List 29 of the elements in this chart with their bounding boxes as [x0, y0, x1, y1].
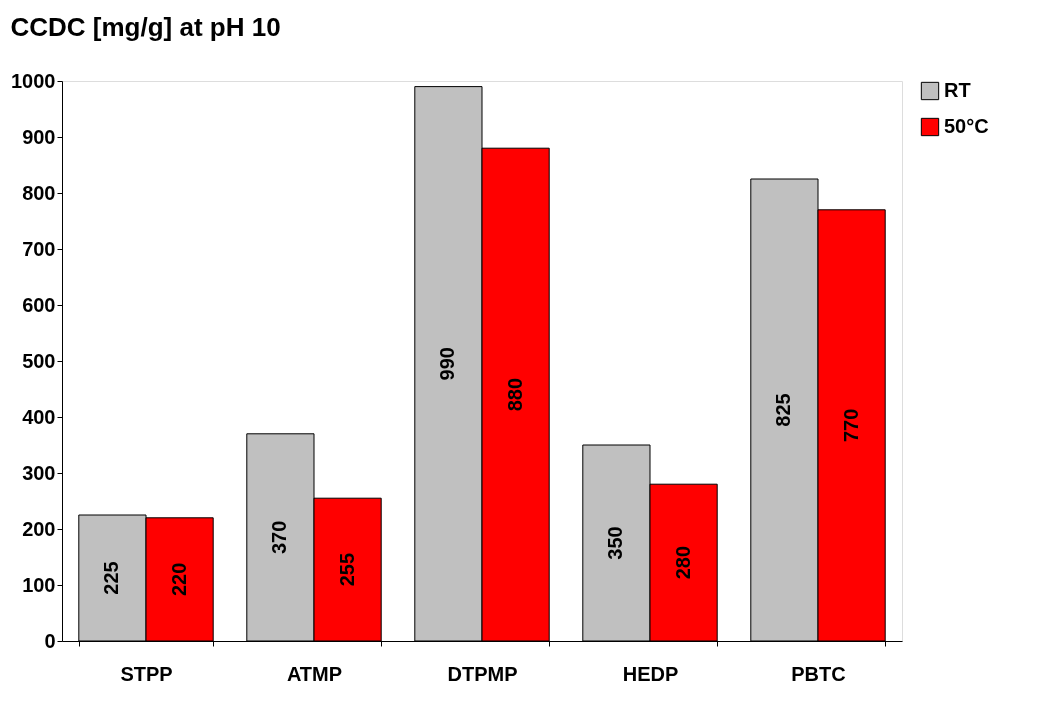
y-tick-label: 900 [22, 125, 56, 148]
y-tick-label: 1000 [11, 69, 56, 92]
chart-title: CCDC [mg/g] at pH 10 [10, 12, 281, 42]
data-label: 880 [503, 377, 526, 412]
data-label: 225 [100, 561, 123, 595]
y-tick-label: 100 [22, 573, 56, 596]
data-label: 370 [268, 520, 291, 555]
data-label: 770 [839, 408, 862, 443]
y-tick-label: 800 [22, 181, 56, 204]
x-tick-label: STPP [120, 662, 173, 685]
x-tick-label: ATMP [286, 662, 343, 685]
data-label: 350 [604, 526, 627, 560]
y-tick-label: 600 [22, 293, 56, 316]
y-tick-label: 500 [22, 349, 56, 372]
data-label: 825 [772, 393, 795, 427]
legend-label: RT [944, 79, 971, 101]
data-label: 990 [436, 347, 459, 381]
x-tick-label: HEDP [622, 662, 679, 685]
x-tick-label: PBTC [791, 662, 846, 685]
data-label: 280 [671, 545, 694, 580]
legend-label: 50°C [944, 115, 989, 137]
y-tick-label: 400 [22, 405, 56, 428]
data-label: 255 [335, 552, 358, 587]
y-tick-label: 0 [44, 629, 56, 652]
y-tick-label: 700 [22, 237, 56, 260]
x-tick-label: DTPMP [447, 662, 518, 685]
y-tick-label: 200 [22, 517, 56, 540]
data-label: 220 [167, 562, 190, 597]
y-tick-label: 300 [22, 461, 56, 484]
